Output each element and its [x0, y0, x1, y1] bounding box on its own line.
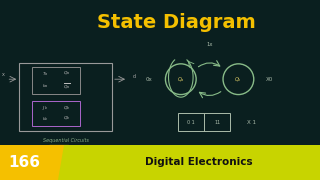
Text: X 1: X 1 — [247, 120, 256, 125]
Polygon shape — [58, 145, 320, 180]
Text: $Q_b$: $Q_b$ — [63, 115, 70, 122]
Text: 0x: 0x — [146, 77, 153, 82]
Text: $Q_a$: $Q_a$ — [63, 70, 70, 77]
Bar — [19, 63, 112, 131]
Text: x: x — [2, 72, 4, 77]
Text: $k_b$: $k_b$ — [42, 115, 48, 123]
Text: $\overline{Q_a}$: $\overline{Q_a}$ — [63, 82, 70, 91]
Text: Digital Electronics: Digital Electronics — [145, 158, 252, 167]
Text: $Q_b$: $Q_b$ — [63, 104, 70, 112]
Bar — [0, 145, 50, 180]
Bar — [178, 113, 230, 131]
Text: $T_a$: $T_a$ — [42, 70, 48, 78]
Text: 11: 11 — [214, 120, 220, 125]
Text: $Q_a$: $Q_a$ — [177, 75, 185, 84]
Text: Sequential Circuits: Sequential Circuits — [43, 138, 89, 143]
Text: d: d — [133, 74, 136, 79]
Bar — [32, 101, 80, 126]
Bar — [32, 67, 80, 94]
Text: 1x: 1x — [206, 42, 213, 48]
Polygon shape — [50, 145, 69, 180]
Text: $Q_b$: $Q_b$ — [235, 75, 242, 84]
Text: $k_a$: $k_a$ — [42, 83, 48, 90]
Text: 166: 166 — [9, 155, 41, 170]
Text: $J_b$: $J_b$ — [42, 104, 47, 112]
Text: X0: X0 — [266, 77, 273, 82]
Text: 0 1: 0 1 — [187, 120, 195, 125]
Text: State Diagram: State Diagram — [97, 13, 255, 32]
